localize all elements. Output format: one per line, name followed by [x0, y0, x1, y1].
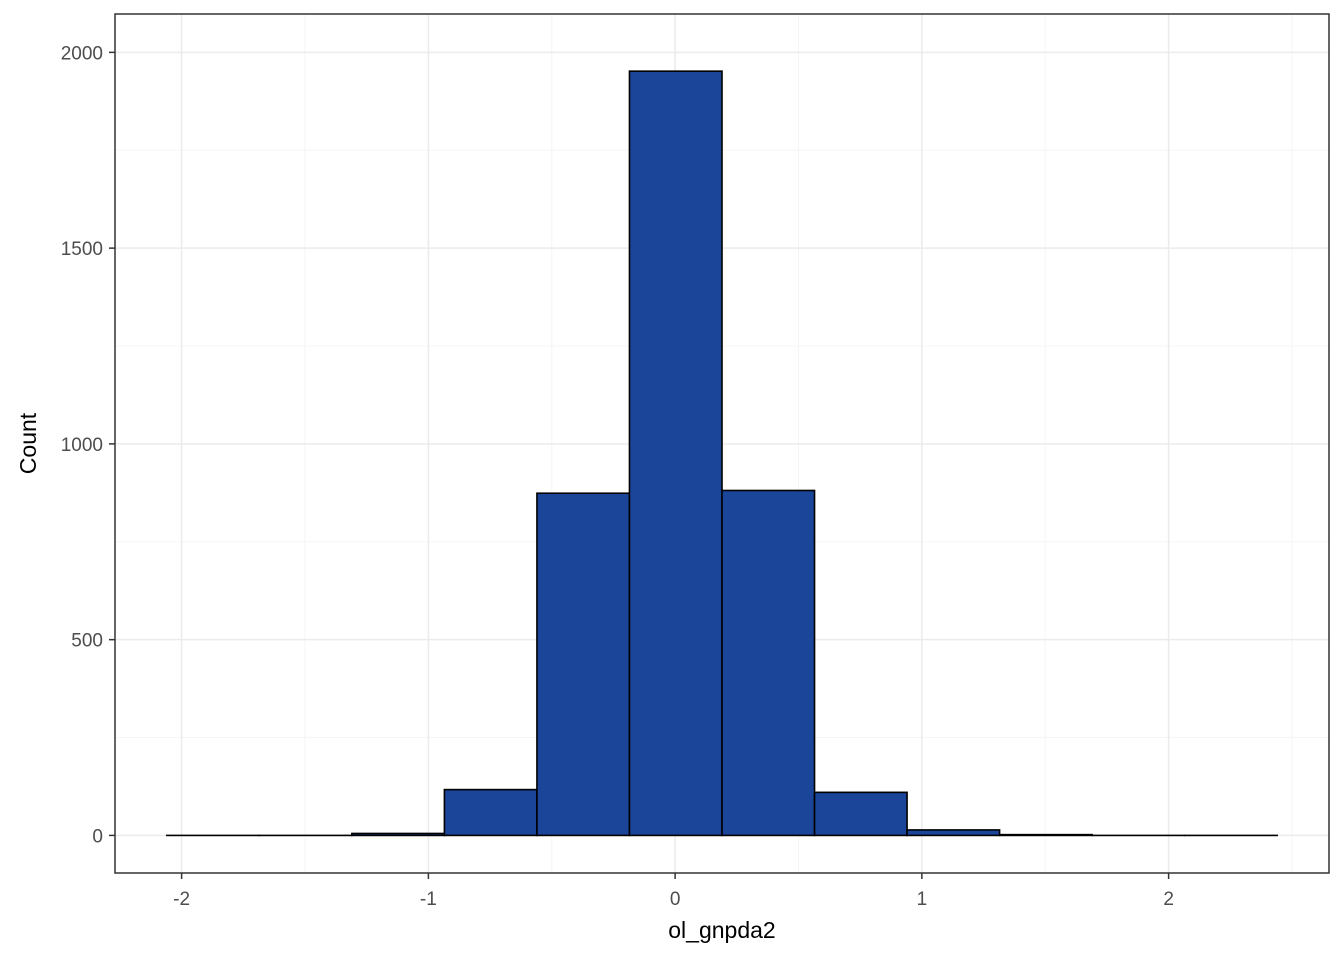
x-tick-label: 1 — [917, 889, 928, 910]
histogram-bar — [443, 788, 538, 837]
histogram-bar — [813, 791, 908, 837]
histogram-bar — [998, 833, 1093, 837]
x-tick-label: 2 — [1163, 889, 1174, 910]
y-tick-label: 500 — [71, 631, 103, 652]
y-axis-ticks: 0 500 1000 1500 2000 — [61, 43, 115, 847]
histogram-bars — [166, 70, 1278, 837]
y-axis-title: Count — [15, 412, 41, 474]
histogram-bar — [536, 492, 631, 837]
histogram-bar — [906, 829, 1001, 837]
y-tick-label: 1000 — [61, 435, 103, 456]
y-tick-label: 0 — [92, 826, 103, 847]
x-tick-label: 0 — [670, 889, 681, 910]
x-axis-ticks: -2 -1 0 1 2 — [173, 873, 1174, 910]
histogram-bar — [351, 832, 446, 837]
x-tick-label: -1 — [420, 889, 437, 910]
histogram-bar — [628, 70, 723, 837]
x-tick-label: -2 — [173, 889, 190, 910]
y-tick-label: 1500 — [61, 239, 103, 260]
y-tick-label: 2000 — [61, 43, 103, 64]
histogram-bar — [721, 489, 816, 837]
x-axis-title: ol_gnpda2 — [668, 917, 775, 943]
